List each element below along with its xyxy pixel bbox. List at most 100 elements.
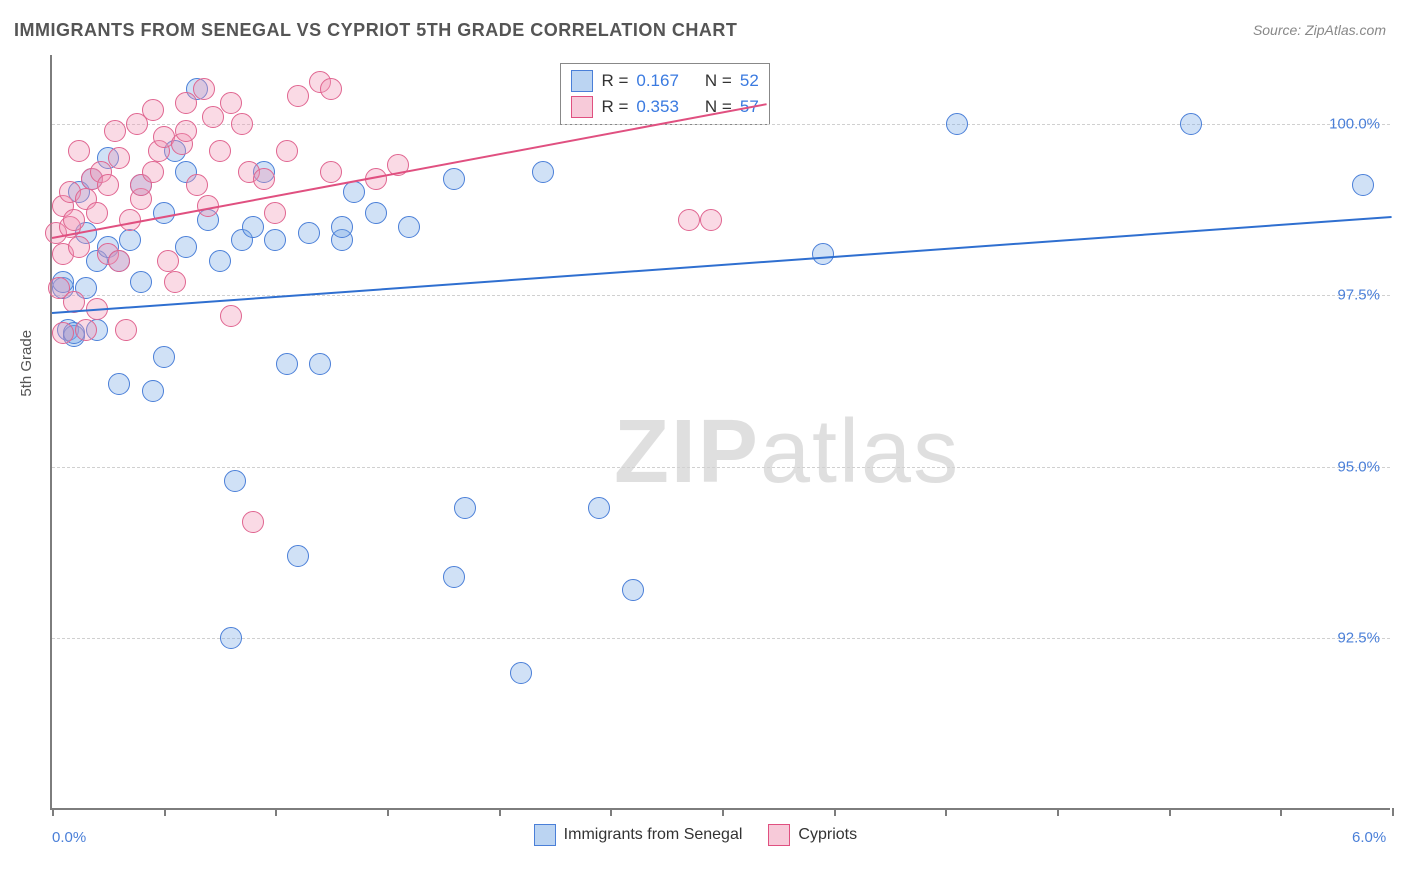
data-point — [320, 78, 342, 100]
data-point — [68, 140, 90, 162]
data-point — [119, 229, 141, 251]
x-tick-label: 0.0% — [52, 829, 86, 846]
x-tick — [387, 808, 389, 816]
data-point — [622, 579, 644, 601]
data-point — [264, 229, 286, 251]
legend-stats-box: R =0.167N =52R =0.353N =57 — [560, 63, 769, 125]
data-point — [454, 497, 476, 519]
legend-swatch — [768, 824, 790, 846]
data-point — [153, 346, 175, 368]
data-point — [104, 120, 126, 142]
data-point — [142, 380, 164, 402]
data-point — [287, 545, 309, 567]
data-point — [700, 209, 722, 231]
x-tick — [1169, 808, 1171, 816]
data-point — [52, 322, 74, 344]
x-tick-label: 6.0% — [1352, 829, 1386, 846]
data-point — [812, 243, 834, 265]
data-point — [75, 319, 97, 341]
data-point — [510, 662, 532, 684]
legend-series-item: Immigrants from Senegal — [534, 824, 743, 846]
data-point — [231, 113, 253, 135]
data-point — [287, 85, 309, 107]
data-point — [193, 78, 215, 100]
data-point — [157, 250, 179, 272]
legend-swatch — [571, 96, 593, 118]
data-point — [242, 511, 264, 533]
data-point — [142, 99, 164, 121]
legend-series: Immigrants from Senegal Cypriots — [534, 824, 857, 846]
data-point — [175, 120, 197, 142]
data-point — [1352, 174, 1374, 196]
y-tick-label: 100.0% — [1329, 115, 1380, 132]
data-point — [443, 566, 465, 588]
data-point — [153, 202, 175, 224]
gridline-h — [52, 467, 1390, 468]
x-tick — [834, 808, 836, 816]
data-point — [331, 216, 353, 238]
data-point — [115, 319, 137, 341]
data-point — [142, 161, 164, 183]
legend-series-label: Cypriots — [798, 826, 857, 844]
x-tick — [499, 808, 501, 816]
data-point — [97, 174, 119, 196]
x-tick — [1280, 808, 1282, 816]
legend-n-label: N = — [705, 71, 732, 91]
data-point — [63, 209, 85, 231]
x-tick — [945, 808, 947, 816]
gridline-h — [52, 638, 1390, 639]
data-point — [175, 236, 197, 258]
data-point — [253, 168, 275, 190]
data-point — [108, 147, 130, 169]
data-point — [365, 202, 387, 224]
watermark-part1: ZIP — [614, 402, 760, 502]
data-point — [242, 216, 264, 238]
y-axis-title: 5th Grade — [18, 330, 35, 397]
legend-r-value: 0.167 — [636, 71, 679, 91]
legend-n-value: 52 — [740, 71, 759, 91]
source-label: Source: ZipAtlas.com — [1253, 22, 1386, 38]
x-tick — [275, 808, 277, 816]
x-tick — [610, 808, 612, 816]
gridline-h — [52, 295, 1390, 296]
x-tick — [722, 808, 724, 816]
legend-r-label: R = — [601, 71, 628, 91]
legend-series-label: Immigrants from Senegal — [564, 826, 743, 844]
x-tick — [52, 808, 54, 816]
data-point — [678, 209, 700, 231]
data-point — [220, 305, 242, 327]
data-point — [946, 113, 968, 135]
legend-series-item: Cypriots — [768, 824, 857, 846]
legend-swatch — [571, 70, 593, 92]
chart-title: IMMIGRANTS FROM SENEGAL VS CYPRIOT 5TH G… — [14, 20, 737, 41]
x-tick — [164, 808, 166, 816]
data-point — [343, 181, 365, 203]
legend-r-label: R = — [601, 97, 628, 117]
data-point — [209, 250, 231, 272]
data-point — [108, 250, 130, 272]
y-tick-label: 97.5% — [1337, 287, 1380, 304]
chart-plot-area: ZIPatlas R =0.167N =52R =0.353N =57 Immi… — [50, 55, 1390, 810]
data-point — [276, 140, 298, 162]
data-point — [320, 161, 342, 183]
data-point — [1180, 113, 1202, 135]
legend-r-value: 0.353 — [636, 97, 679, 117]
legend-stats-row: R = 0.167 N = 52 — [571, 68, 758, 94]
data-point — [130, 271, 152, 293]
data-point — [209, 140, 231, 162]
x-tick — [1392, 808, 1394, 816]
legend-stats-row: R =0.353N =57 — [571, 94, 758, 120]
data-point — [186, 174, 208, 196]
data-point — [164, 271, 186, 293]
data-point — [220, 627, 242, 649]
data-point — [68, 236, 90, 258]
data-point — [224, 470, 246, 492]
y-tick-label: 95.0% — [1337, 458, 1380, 475]
data-point — [86, 202, 108, 224]
legend-swatch — [534, 824, 556, 846]
data-point — [398, 216, 420, 238]
watermark-part2: atlas — [760, 402, 960, 502]
data-point — [264, 202, 286, 224]
watermark: ZIPatlas — [614, 401, 960, 504]
data-point — [298, 222, 320, 244]
